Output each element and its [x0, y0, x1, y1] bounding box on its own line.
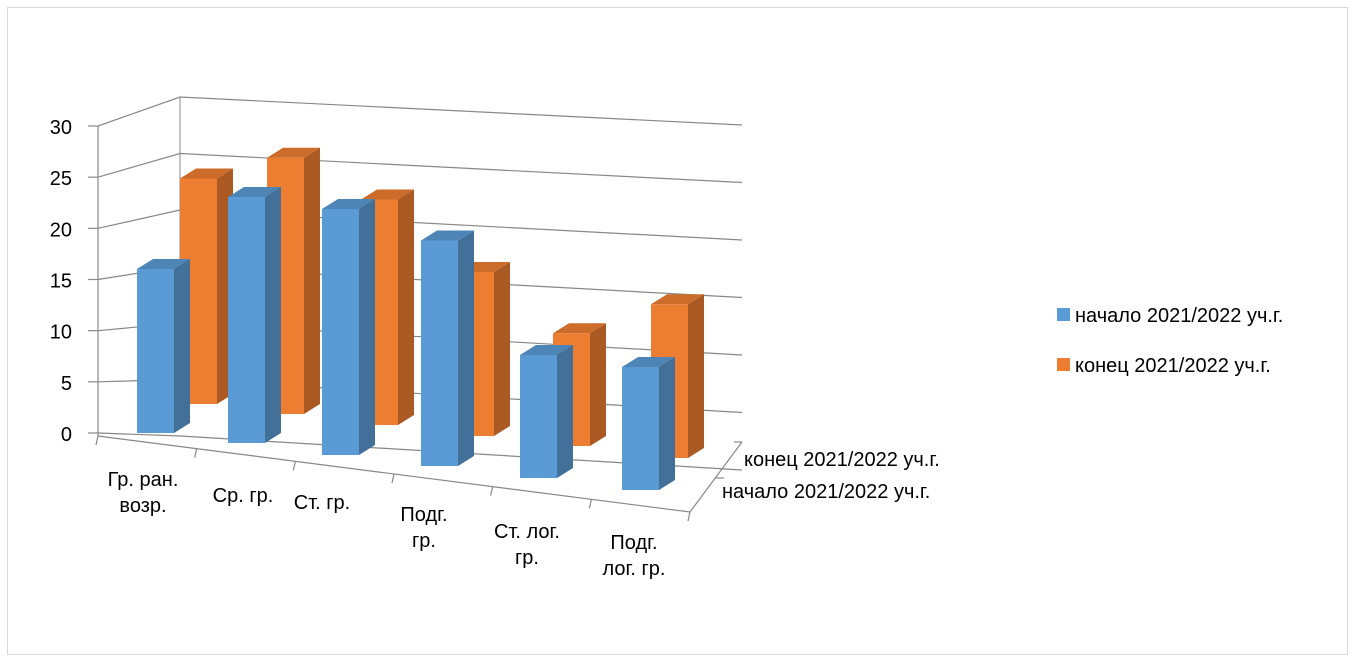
- x-tick: [194, 448, 198, 458]
- bar-side: [494, 262, 510, 436]
- x-tick: [490, 486, 494, 496]
- bar-top: [651, 294, 704, 305]
- x-tick-label: Ст. гр.: [294, 492, 350, 514]
- x-tick-label: Подг.: [610, 532, 657, 554]
- x-tick-label: Ст. лог.: [494, 521, 560, 543]
- bar-front: [421, 240, 458, 466]
- bar-side: [174, 259, 190, 433]
- bar-series-1: [137, 259, 190, 433]
- bar-series-1: [322, 199, 375, 455]
- bar-top: [421, 230, 474, 241]
- y-tick-label: 0: [61, 424, 72, 446]
- bar-side: [398, 189, 414, 425]
- x-tick-label: гр.: [412, 530, 436, 552]
- x-tick-label: гр.: [515, 547, 539, 569]
- bar-side: [590, 323, 606, 446]
- legend-swatch: [1057, 308, 1070, 321]
- bar-side: [458, 230, 474, 466]
- bar-side: [557, 345, 573, 478]
- legend: начало 2021/2022 уч.г. конец 2021/2022 уч…: [1057, 305, 1283, 377]
- bar-series-1: [520, 345, 573, 478]
- bar-top: [267, 147, 320, 158]
- bar-top: [180, 168, 233, 179]
- bar-side: [659, 357, 675, 490]
- y-tick-label: 15: [50, 271, 72, 293]
- x-tick: [95, 435, 99, 446]
- x-tick: [687, 511, 691, 522]
- x-tick: [292, 461, 296, 471]
- x-tick: [588, 499, 592, 509]
- bar-front: [322, 209, 359, 455]
- bar-side: [359, 199, 375, 455]
- bar-top: [137, 259, 190, 269]
- bar-series-1: [421, 230, 474, 466]
- legend-label: конец 2021/2022 уч.г.: [1075, 355, 1271, 377]
- bar-front: [622, 367, 659, 490]
- y-tick-label: 5: [61, 373, 72, 395]
- depth-axis-label: начало 2021/2022 уч.г.: [722, 481, 930, 503]
- bar-front: [520, 355, 557, 478]
- bar-series-1: [622, 357, 675, 490]
- bar-top: [520, 345, 573, 355]
- bars: [137, 147, 704, 490]
- axis-labels: 0 5 10 15 20 25 30 Гр. ран. возр. Ср. гр. Ст. гр. П…: [50, 117, 940, 580]
- bar-side: [265, 187, 281, 443]
- bar-top: [553, 323, 606, 334]
- y-tick-label: 25: [50, 168, 72, 190]
- bar-top: [322, 199, 375, 209]
- bar-side: [304, 147, 320, 414]
- bar-front: [228, 197, 265, 443]
- x-tick: [391, 473, 395, 484]
- x-tick-label: лог. гр.: [603, 558, 666, 580]
- x-tick-label: возр.: [119, 495, 166, 517]
- x-tick-label: Гр. ран.: [108, 469, 179, 491]
- y-tick-label: 10: [50, 322, 72, 344]
- legend-label: начало 2021/2022 уч.г.: [1075, 305, 1283, 327]
- depth-axis-label: конец 2021/2022 уч.г.: [744, 449, 940, 471]
- x-tick-label: Подг.: [400, 504, 447, 526]
- x-tick-label: Ср. гр.: [213, 485, 274, 507]
- bar-top: [361, 189, 414, 200]
- bar-series-1: [228, 187, 281, 443]
- bar-front: [137, 269, 174, 433]
- legend-swatch: [1057, 358, 1070, 371]
- gridline: [97, 96, 743, 127]
- bar-side: [688, 294, 704, 458]
- bar-top: [228, 187, 281, 197]
- y-tick-label: 20: [50, 219, 72, 241]
- bar-top: [622, 357, 675, 367]
- y-tick-label: 30: [50, 117, 72, 139]
